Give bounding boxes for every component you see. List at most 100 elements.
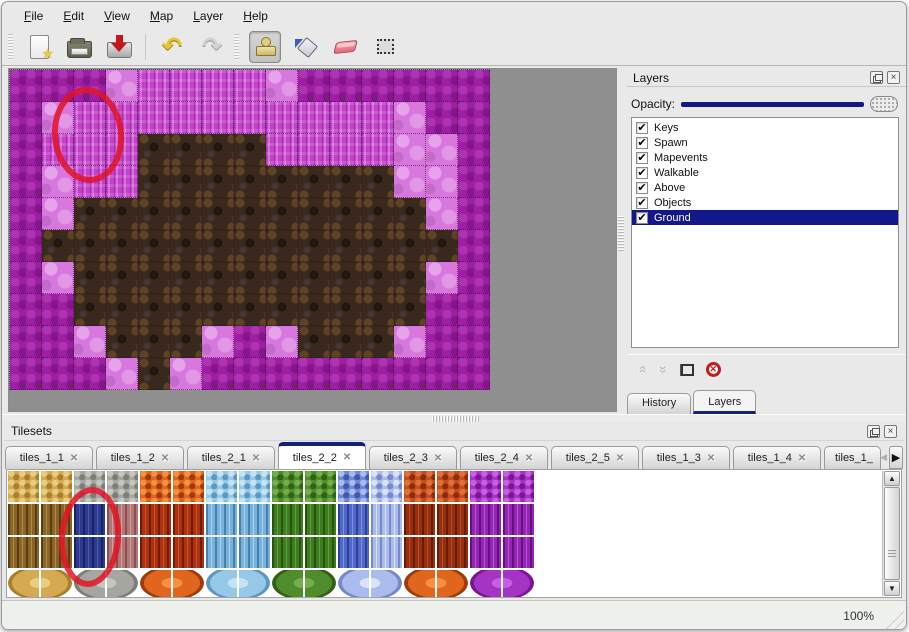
map-tile[interactable] [138, 358, 170, 390]
map-tile[interactable] [394, 166, 426, 198]
map-tile[interactable] [458, 294, 490, 326]
tileset-tile-vine[interactable] [272, 537, 303, 568]
map-tile[interactable] [74, 134, 106, 166]
map-tile[interactable] [10, 198, 42, 230]
map-tile[interactable] [10, 102, 42, 134]
map-tile[interactable] [74, 262, 106, 294]
layer-checkbox[interactable]: ✔ [636, 211, 648, 224]
scroll-up-icon[interactable]: ▲ [884, 471, 900, 486]
map-tile[interactable] [458, 262, 490, 294]
tileset-tile-crystalDk[interactable] [338, 537, 369, 568]
layer-row-keys[interactable]: ✔ Keys [632, 120, 898, 135]
map-tile[interactable] [42, 134, 74, 166]
map-tile[interactable] [458, 134, 490, 166]
tab-close-icon[interactable]: ✕ [69, 452, 79, 464]
tileset-tab-tiles_1_1[interactable]: tiles_1_1 ✕ [5, 446, 93, 469]
map-tile[interactable] [298, 134, 330, 166]
tab-close-icon[interactable]: ✕ [342, 452, 352, 463]
tileset-tile-purple[interactable] [503, 570, 534, 597]
tileset-tile-gray[interactable] [107, 471, 138, 502]
horizontal-splitter[interactable] [2, 414, 906, 422]
tileset-tile-web[interactable] [470, 504, 501, 535]
map-tile[interactable] [426, 102, 458, 134]
map-tile[interactable] [426, 358, 458, 390]
map-tile[interactable] [10, 134, 42, 166]
map-tile[interactable] [170, 262, 202, 294]
map-tile[interactable] [234, 262, 266, 294]
map-tile[interactable] [266, 70, 298, 102]
map-tile[interactable] [394, 230, 426, 262]
layer-row-mapevents[interactable]: ✔ Mapevents [632, 150, 898, 165]
tileset-tile-flame[interactable] [173, 504, 204, 535]
map-tile[interactable] [10, 166, 42, 198]
map-tile[interactable] [202, 198, 234, 230]
tileset-tile-orange[interactable] [140, 471, 171, 502]
layer-row-walkable[interactable]: ✔ Walkable [632, 165, 898, 180]
map-tile[interactable] [266, 198, 298, 230]
map-tile[interactable] [138, 134, 170, 166]
map-tile[interactable] [42, 294, 74, 326]
map-tile[interactable] [298, 166, 330, 198]
tileset-tab-tiles_1_3[interactable]: tiles_1_3 ✕ [642, 446, 730, 469]
map-tile[interactable] [170, 198, 202, 230]
layer-checkbox[interactable]: ✔ [636, 121, 648, 134]
map-tile[interactable] [138, 70, 170, 102]
map-tile[interactable] [298, 294, 330, 326]
tab-close-icon[interactable]: ✕ [524, 452, 534, 464]
tileset-tab-tiles_2_1[interactable]: tiles_2_1 ✕ [187, 446, 275, 469]
map-tile[interactable] [330, 102, 362, 134]
tileset-tile-navyTile[interactable] [74, 537, 105, 568]
map-grid[interactable] [9, 69, 490, 390]
map-tile[interactable] [458, 102, 490, 134]
tileset-tile-flame[interactable] [140, 504, 171, 535]
tileset-tile-flame[interactable] [140, 537, 171, 568]
tileset-tile-sky[interactable] [206, 570, 237, 597]
map-tile[interactable] [298, 326, 330, 358]
map-tile[interactable] [106, 166, 138, 198]
menu-map[interactable]: Map [149, 9, 174, 23]
map-tile[interactable] [394, 294, 426, 326]
vertical-splitter[interactable] [617, 66, 625, 414]
map-tile[interactable] [10, 262, 42, 294]
tileset-tile-crystalLt[interactable] [371, 504, 402, 535]
map-tile[interactable] [138, 198, 170, 230]
menu-help[interactable]: Help [243, 9, 268, 23]
map-tile[interactable] [426, 134, 458, 166]
tileset-tile-orange[interactable] [140, 570, 171, 597]
tileset-tile-orange[interactable] [437, 570, 468, 597]
tileset-tile-rust[interactable] [404, 471, 435, 502]
map-tile[interactable] [458, 326, 490, 358]
map-tile[interactable] [10, 70, 42, 102]
save-file-button[interactable] [103, 31, 135, 63]
map-tile[interactable] [362, 326, 394, 358]
tileset-tile-crystal[interactable] [338, 471, 369, 502]
map-tile[interactable] [42, 70, 74, 102]
map-tile[interactable] [330, 166, 362, 198]
map-tile[interactable] [426, 230, 458, 262]
map-tile[interactable] [42, 102, 74, 134]
map-tile[interactable] [74, 102, 106, 134]
map-tile[interactable] [426, 294, 458, 326]
tileset-tile-sky[interactable] [206, 471, 237, 502]
tileset-tile-purple[interactable] [470, 570, 501, 597]
map-tile[interactable] [10, 326, 42, 358]
tileset-tile-vine[interactable] [305, 504, 336, 535]
menu-layer[interactable]: Layer [193, 9, 224, 23]
tileset-tile-vine[interactable] [272, 504, 303, 535]
map-tile[interactable] [106, 230, 138, 262]
layer-row-above[interactable]: ✔ Above [632, 180, 898, 195]
tileset-tile-rustDk[interactable] [404, 504, 435, 535]
map-tile[interactable] [266, 358, 298, 390]
map-tile[interactable] [394, 262, 426, 294]
tileset-tile-brown[interactable] [8, 537, 39, 568]
tileset-tile-gray[interactable] [74, 570, 105, 597]
map-tile[interactable] [74, 230, 106, 262]
tileset-tile-mauve[interactable] [107, 537, 138, 568]
tileset-tab-tiles_2_5[interactable]: tiles_2_5 ✕ [551, 446, 639, 469]
tab-scroll-left-icon[interactable]: ◀ [880, 452, 887, 462]
float-panel-icon[interactable] [870, 71, 883, 84]
layer-row-spawn[interactable]: ✔ Spawn [632, 135, 898, 150]
map-tile[interactable] [298, 70, 330, 102]
tileset-tile-ice[interactable] [206, 504, 237, 535]
tileset-tile-ice[interactable] [206, 537, 237, 568]
